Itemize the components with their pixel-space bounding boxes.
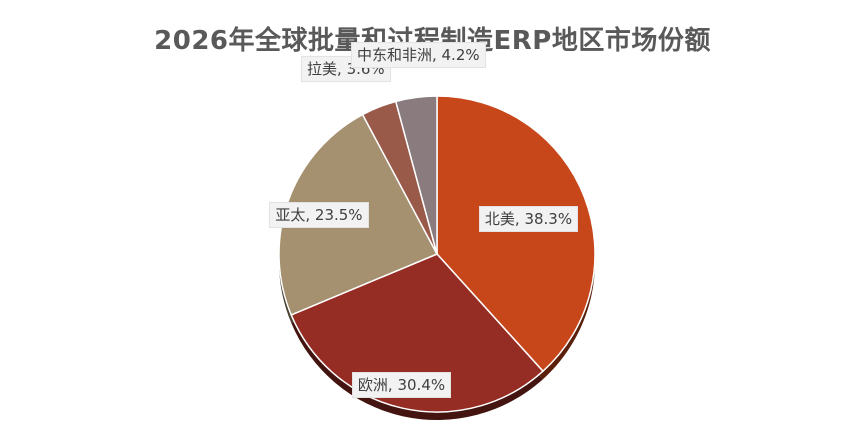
data-label-北美: 北美, 38.3% xyxy=(478,205,579,232)
pie-slice-北美 xyxy=(436,95,596,373)
pie-slice-中东和非洲 xyxy=(394,95,438,255)
data-label-亚太: 亚太, 23.5% xyxy=(269,201,369,228)
data-label-欧洲: 欧洲, 30.4% xyxy=(351,372,452,399)
data-label-中东和非洲: 中东和非洲, 4.2% xyxy=(350,42,486,69)
